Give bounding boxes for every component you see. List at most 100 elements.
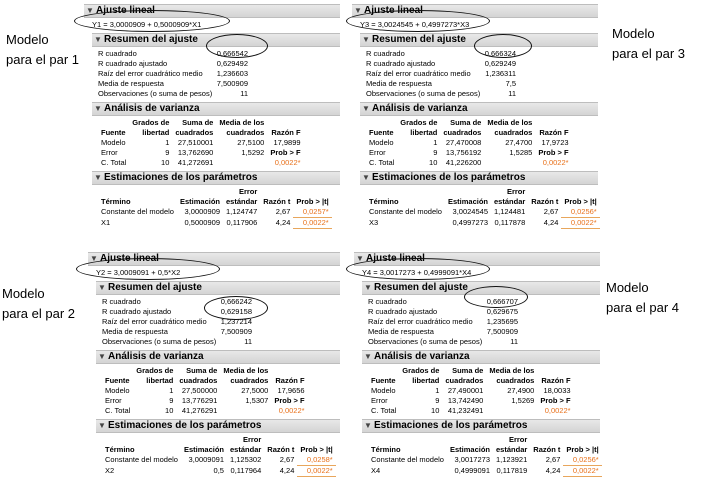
summary-row: Media de respuesta 7,500909	[102, 327, 252, 337]
section-ajuste-lineal[interactable]: ▼ Ajuste lineal	[352, 4, 598, 18]
summary-value: 7,500909	[486, 327, 518, 336]
params-row-slope: X1 0,5000909 0,117906 4,24 0,0022*	[98, 217, 332, 229]
summary-row: Observaciones (o suma de pesos) 11	[368, 337, 518, 347]
summary-label: Observaciones (o suma de pesos)	[368, 337, 483, 346]
summary-row: R cuadrado 0,666242	[102, 297, 252, 307]
section-title: Análisis de varianza	[372, 103, 468, 114]
summary-value: 1,236603	[216, 69, 248, 78]
params-header-row: Término Estimación Error estándar Razón t…	[371, 435, 599, 454]
section-title: Resumen del ajuste	[104, 34, 198, 45]
anova-row-total: C. Total 10 41,232491 0,0022*	[368, 406, 574, 416]
col-df: Grados de libertad	[132, 118, 170, 137]
summary-row: Observaciones (o suma de pesos) 11	[366, 89, 516, 99]
summary-value: 0,629492	[216, 59, 248, 68]
disclosure-triangle-icon[interactable]: ▼	[98, 421, 106, 430]
disclosure-triangle-icon[interactable]: ▼	[98, 352, 106, 361]
disclosure-triangle-icon[interactable]: ▼	[362, 104, 370, 113]
section-ajuste-lineal[interactable]: ▼ Ajuste lineal	[354, 252, 600, 266]
summary-label: R cuadrado	[368, 297, 407, 306]
summary-label: R cuadrado	[98, 49, 137, 58]
anova-row-model: Modelo 1 27,510001 27,5100 17,9899	[101, 138, 301, 147]
section-analisis-varianza[interactable]: ▼ Análisis de varianza	[96, 350, 340, 364]
disclosure-triangle-icon[interactable]: ▼	[364, 352, 372, 361]
section-title: Resumen del ajuste	[374, 282, 468, 293]
summary-value: 7,500909	[220, 327, 252, 336]
col-ss: Suma de cuadrados	[175, 118, 214, 137]
section-estimaciones-parametros[interactable]: ▼ Estimaciones de los parámetros	[92, 171, 340, 185]
section-estimaciones-parametros[interactable]: ▼ Estimaciones de los parámetros	[360, 171, 598, 185]
section-title: Análisis de varianza	[374, 351, 470, 362]
col-ms: Media de los cuadrados	[487, 118, 533, 137]
anova-p-value: 0,0022*	[544, 406, 571, 415]
regression-equation: Y1 = 3,0000909 + 0,5000909*X1	[92, 20, 202, 29]
disclosure-triangle-icon[interactable]: ▼	[94, 173, 102, 182]
section-resumen-ajuste[interactable]: ▼ Resumen del ajuste	[92, 33, 340, 47]
anova-header-row: Fuente Grados de libertad Suma de cuadrado…	[368, 366, 574, 386]
section-analisis-varianza[interactable]: ▼ Análisis de varianza	[360, 102, 598, 116]
section-title: Resumen del ajuste	[372, 34, 466, 45]
anova-header-row: Fuente Grados de libertad Suma de cuadrado…	[366, 118, 572, 138]
col-ms: Media de los cuadrados	[219, 118, 265, 137]
section-title: Estimaciones de los parámetros	[104, 172, 258, 183]
summary-value: 7,500909	[216, 79, 248, 88]
summary-table: R cuadrado 0,666707 R cuadrado ajustado 0,6…	[368, 297, 518, 347]
summary-label: R cuadrado	[366, 49, 405, 58]
params-header-row: Término Estimación Error estándar Razón t…	[105, 435, 333, 454]
disclosure-triangle-icon[interactable]: ▼	[364, 421, 372, 430]
summary-row: Raíz del error cuadrático medio 1,236603	[98, 69, 248, 79]
disclosure-triangle-icon[interactable]: ▼	[356, 254, 364, 263]
disclosure-triangle-icon[interactable]: ▼	[362, 173, 370, 182]
disclosure-triangle-icon[interactable]: ▼	[364, 283, 372, 292]
summary-value: 0,629158	[220, 307, 252, 316]
params-row-slope: X4 0,4999091 0,117819 4,24 0,0022*	[368, 465, 602, 477]
anova-header-row: Fuente Grados de libertad Suma de cuadrado…	[102, 366, 308, 386]
summary-value: 7,5	[505, 79, 516, 88]
params-row-intercept: Constante del modelo 3,0024545 1,124481 2…	[366, 207, 600, 218]
section-ajuste-lineal[interactable]: ▼ Ajuste lineal	[84, 4, 340, 18]
summary-label: R cuadrado ajustado	[366, 59, 436, 68]
col-fuente: Fuente	[101, 128, 126, 137]
summary-value: 11	[244, 337, 252, 346]
params-table: Término Estimación Error estándar Razón t…	[366, 187, 600, 229]
section-title: Análisis de varianza	[108, 351, 204, 362]
summary-label: Raíz del error cuadrático medio	[368, 317, 473, 326]
section-title: Estimaciones de los parámetros	[374, 420, 528, 431]
section-resumen-ajuste[interactable]: ▼ Resumen del ajuste	[360, 33, 598, 47]
summary-value: 0,629675	[486, 307, 518, 316]
summary-row: Observaciones (o suma de pesos) 11	[102, 337, 252, 347]
disclosure-triangle-icon[interactable]: ▼	[94, 104, 102, 113]
disclosure-triangle-icon[interactable]: ▼	[90, 254, 98, 263]
section-ajuste-lineal[interactable]: ▼ Ajuste lineal	[88, 252, 340, 266]
summary-label: R cuadrado	[102, 297, 141, 306]
params-table: Término Estimación Error estándar Razón t…	[102, 435, 336, 477]
disclosure-triangle-icon[interactable]: ▼	[94, 35, 102, 44]
summary-value: 0,666542	[216, 49, 248, 58]
anova-row-error: Error 9 13,756192 1,5285 Prob > F	[369, 148, 569, 157]
disclosure-triangle-icon[interactable]: ▼	[98, 283, 106, 292]
section-resumen-ajuste[interactable]: ▼ Resumen del ajuste	[362, 281, 600, 295]
section-analisis-varianza[interactable]: ▼ Análisis de varianza	[362, 350, 600, 364]
disclosure-triangle-icon[interactable]: ▼	[354, 6, 362, 15]
section-resumen-ajuste[interactable]: ▼ Resumen del ajuste	[96, 281, 340, 295]
summary-label: Raíz del error cuadrático medio	[98, 69, 203, 78]
summary-value: 1,235695	[486, 317, 518, 326]
section-estimaciones-parametros[interactable]: ▼ Estimaciones de los parámetros	[362, 419, 600, 433]
summary-row: R cuadrado 0,666324	[366, 49, 516, 59]
report-panel-3: ▼ Ajuste lineal Y3 = 3,0024545 + 0,499727…	[352, 4, 600, 229]
params-table: Término Estimación Error estándar Razón t…	[368, 435, 602, 477]
anova-table: Fuente Grados de libertad Suma de cuadrado…	[102, 366, 308, 416]
anova-row-total: C. Total 10 41,272691 0,0022*	[98, 158, 304, 168]
section-title: Ajuste lineal	[366, 253, 425, 264]
section-title: Estimaciones de los parámetros	[372, 172, 526, 183]
summary-row: R cuadrado ajustado 0,629492	[98, 59, 248, 69]
summary-table: R cuadrado 0,666324 R cuadrado ajustado 0,6…	[366, 49, 516, 99]
disclosure-triangle-icon[interactable]: ▼	[362, 35, 370, 44]
col-ss: Suma de cuadrados	[445, 366, 484, 385]
label-model-3: Modelo para el par 3	[612, 26, 685, 61]
section-analisis-varianza[interactable]: ▼ Análisis de varianza	[92, 102, 340, 116]
regression-equation: Y4 = 3,0017273 + 0,4999091*X4	[362, 268, 472, 277]
section-title: Ajuste lineal	[100, 253, 159, 264]
disclosure-triangle-icon[interactable]: ▼	[86, 6, 94, 15]
section-estimaciones-parametros[interactable]: ▼ Estimaciones de los parámetros	[96, 419, 340, 433]
params-table: Término Estimación Error estándar Razón t…	[98, 187, 332, 229]
